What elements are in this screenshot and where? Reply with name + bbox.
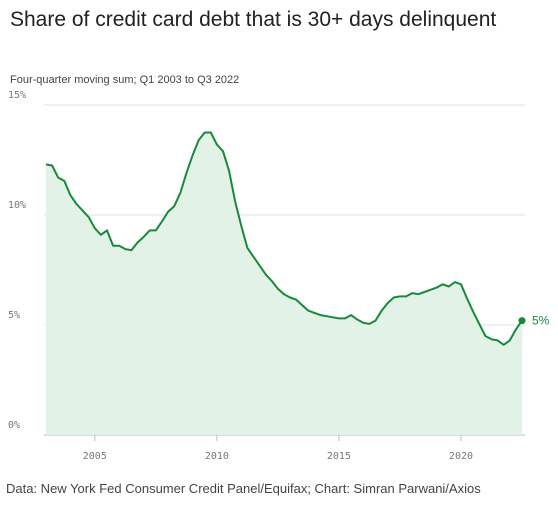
y-tick-label: 15% (8, 90, 26, 101)
chart-source: Data: New York Fed Consumer Credit Panel… (6, 481, 481, 496)
x-tick-label: 2010 (205, 451, 229, 462)
line (45, 131, 523, 346)
x-tick-label: 2015 (327, 451, 351, 462)
x-tick-label: 2020 (449, 451, 473, 462)
chart-subtitle: Four-quarter moving sum; Q1 2003 to Q3 2… (10, 74, 240, 86)
end-point (518, 317, 526, 325)
y-tick-label: 10% (8, 200, 26, 211)
area (46, 132, 522, 435)
value-label: 5% (532, 314, 550, 328)
x-tick-label: 2005 (83, 451, 107, 462)
y-tick-label: 5% (8, 310, 20, 321)
chart: 0% 5% 10% 15% 2005 2010 2015 2020 5% (8, 90, 550, 462)
chart-title: Share of credit card debt that is 30+ da… (10, 8, 497, 31)
y-tick-label: 0% (8, 420, 20, 431)
